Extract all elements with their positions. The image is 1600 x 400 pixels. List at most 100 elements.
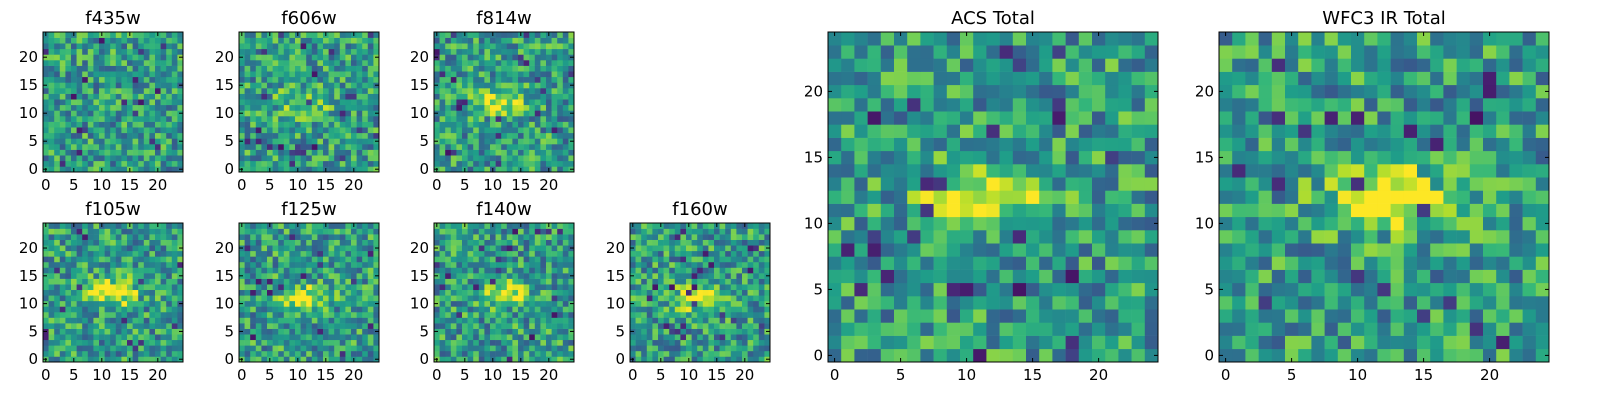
heatmap-cell — [278, 256, 285, 263]
heatmap-cell — [490, 43, 496, 50]
heatmap-cell — [289, 65, 296, 72]
heatmap-cell — [155, 300, 161, 307]
heatmap-cell — [462, 82, 468, 89]
heatmap-cell — [456, 234, 463, 240]
heatmap-cell — [177, 155, 184, 162]
heatmap-cell — [311, 261, 318, 268]
heatmap-cell — [48, 245, 55, 252]
heatmap-cell — [351, 48, 357, 55]
heatmap-cell — [462, 37, 468, 44]
heatmap-cell — [506, 88, 513, 94]
heatmap-cell — [283, 261, 290, 268]
heatmap-cell — [127, 149, 133, 156]
heatmap-cell — [518, 295, 524, 302]
heatmap-cell — [356, 267, 363, 274]
heatmap-cell — [115, 278, 122, 285]
heatmap-cell — [445, 93, 452, 100]
heatmap-cell — [635, 289, 642, 296]
heatmap-cell — [351, 256, 357, 263]
heatmap-cell — [512, 234, 519, 240]
heatmap-cell — [317, 239, 324, 246]
heatmap-cell — [867, 243, 882, 257]
heatmap-cell — [356, 311, 363, 318]
heatmap-cell — [99, 144, 105, 150]
heatmap-cell — [686, 234, 692, 240]
heatmap-cell — [127, 295, 133, 302]
heatmap-cell — [697, 345, 704, 352]
heatmap-cell — [658, 350, 664, 357]
heatmap-cell — [171, 144, 178, 150]
heatmap-cell — [328, 295, 335, 302]
heatmap-cell — [300, 149, 307, 156]
heatmap-cell — [149, 345, 156, 352]
heatmap-cell — [523, 138, 530, 145]
heatmap-cell — [697, 267, 704, 274]
heatmap-cell — [48, 88, 55, 94]
heatmap-cell — [71, 278, 77, 285]
heatmap-cell — [999, 256, 1014, 270]
heatmap-cell — [462, 127, 468, 134]
heatmap-cell — [512, 149, 519, 156]
heatmap-cell — [317, 356, 324, 363]
heatmap-cell — [239, 37, 245, 44]
heatmap-cell — [255, 267, 262, 274]
heatmap-cell — [523, 228, 530, 235]
heatmap-cell — [250, 256, 257, 263]
heatmap-cell — [339, 60, 346, 66]
heatmap-cell — [518, 37, 524, 44]
heatmap-cell — [59, 144, 66, 150]
heatmap-cell — [697, 250, 704, 257]
heatmap-cell — [490, 82, 496, 89]
heatmap-cell — [518, 110, 524, 117]
heatmap-cell — [907, 150, 921, 165]
heatmap-cell — [278, 132, 285, 139]
heatmap-cell — [501, 54, 508, 61]
heatmap-cell — [149, 88, 156, 94]
heatmap-cell — [76, 155, 83, 162]
heatmap-cell — [48, 311, 55, 318]
heatmap-cell — [506, 223, 513, 229]
heatmap-cell — [1118, 177, 1132, 191]
heatmap-cell — [540, 273, 547, 279]
heatmap-cell — [328, 311, 335, 318]
heatmap-cell — [345, 239, 352, 246]
heatmap-cell — [104, 166, 111, 173]
heatmap-cell — [267, 273, 273, 279]
heatmap-cell — [345, 345, 352, 352]
heatmap-cell — [76, 138, 83, 145]
heatmap-cell — [445, 267, 452, 274]
heatmap-cell — [557, 60, 564, 66]
heatmap-cell — [652, 278, 659, 285]
heatmap-cell — [894, 256, 908, 270]
heatmap-cell — [71, 256, 77, 263]
heatmap-cell — [345, 300, 352, 307]
heatmap-cell — [450, 306, 457, 313]
heatmap-cell — [356, 239, 363, 246]
heatmap-cell — [697, 339, 704, 346]
heatmap-cell — [1065, 203, 1080, 218]
heatmap-cell — [434, 116, 440, 122]
heatmap-cell — [250, 317, 257, 324]
heatmap-cell — [272, 48, 279, 55]
heatmap-cell — [272, 311, 279, 318]
heatmap-cell — [551, 48, 558, 55]
heatmap-cell — [171, 284, 178, 291]
heatmap-cell — [339, 93, 346, 100]
heatmap-cell — [43, 256, 49, 263]
heatmap-cell — [495, 356, 502, 363]
heatmap-cell — [758, 223, 765, 229]
heatmap-cell — [362, 104, 369, 111]
heatmap-cell — [742, 350, 748, 357]
axes-frame — [42, 222, 184, 363]
heatmap-cell — [506, 99, 513, 106]
heatmap-cell — [1065, 309, 1080, 323]
heatmap-cell — [894, 335, 908, 350]
heatmap-cell — [708, 323, 715, 329]
heatmap-cell — [540, 166, 547, 173]
heatmap-cell — [490, 121, 496, 128]
heatmap-cell — [71, 334, 77, 341]
heatmap-cell — [841, 230, 855, 244]
heatmap-cell — [267, 76, 273, 83]
heatmap-cell — [999, 164, 1014, 178]
